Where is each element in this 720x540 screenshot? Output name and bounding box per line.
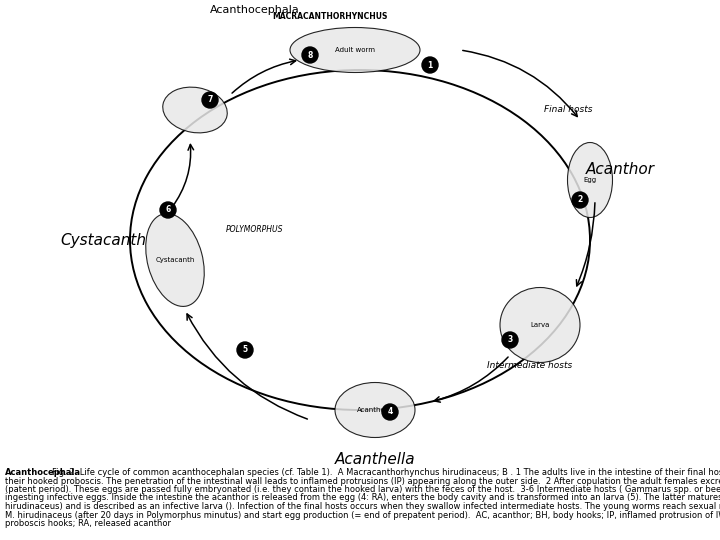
Circle shape [502,332,518,348]
Ellipse shape [290,28,420,72]
Text: 5: 5 [243,346,248,354]
Text: 6: 6 [166,206,171,214]
Text: 1: 1 [428,60,433,70]
Text: Acanthella: Acanthella [356,407,394,413]
Text: Cystacanth: Cystacanth [156,257,194,263]
Text: 2: 2 [577,195,582,205]
Text: their hooked proboscis. The penetration of the intestinal wall leads to inflamed: their hooked proboscis. The penetration … [5,476,720,485]
Text: Egg: Egg [583,177,597,183]
Circle shape [572,192,588,208]
Text: ingesting infective eggs. Inside the intestine the acanthor is released from the: ingesting infective eggs. Inside the int… [5,494,720,503]
Text: Larva: Larva [531,322,549,328]
Circle shape [202,92,218,108]
Text: Acanthella: Acanthella [335,452,415,467]
Text: 7: 7 [207,96,212,105]
Text: M. hirudinaceus (after 20 days in Polymorphus minutus) and start egg production : M. hirudinaceus (after 20 days in Polymo… [5,510,720,519]
Text: (patent period). These eggs are passed fully embryonated (i.e. they contain the : (patent period). These eggs are passed f… [5,485,720,494]
Text: POLYMORPHUS: POLYMORPHUS [226,226,284,234]
Text: Fig. 2. Life cycle of common acanthocephalan species (cf. Table 1).  A Macracant: Fig. 2. Life cycle of common acanthoceph… [52,468,720,477]
Text: Adult worm: Adult worm [335,47,375,53]
Text: Acanthor: Acanthor [586,163,655,178]
Circle shape [422,57,438,73]
Text: 4: 4 [387,408,392,416]
Circle shape [237,342,253,358]
Ellipse shape [145,213,204,306]
Text: Intermediate hosts: Intermediate hosts [487,361,572,369]
Circle shape [160,202,176,218]
Text: Final hosts: Final hosts [544,105,593,114]
Text: MACRACANTHORHYNCHUS: MACRACANTHORHYNCHUS [272,12,387,21]
Text: Cystacanth: Cystacanth [60,233,146,247]
Ellipse shape [163,87,228,133]
Ellipse shape [335,382,415,437]
Ellipse shape [567,143,613,218]
Text: 3: 3 [508,335,513,345]
Text: Acanthocephala: Acanthocephala [5,468,81,477]
Text: Acanthocephala: Acanthocephala [210,5,300,15]
Text: hirudinaceus) and is described as an infective larva (). Infection of the final : hirudinaceus) and is described as an inf… [5,502,720,511]
Circle shape [302,47,318,63]
Ellipse shape [500,287,580,362]
Circle shape [382,404,398,420]
Text: proboscis hooks; RA, released acanthor: proboscis hooks; RA, released acanthor [5,519,171,528]
Text: 8: 8 [307,51,312,59]
